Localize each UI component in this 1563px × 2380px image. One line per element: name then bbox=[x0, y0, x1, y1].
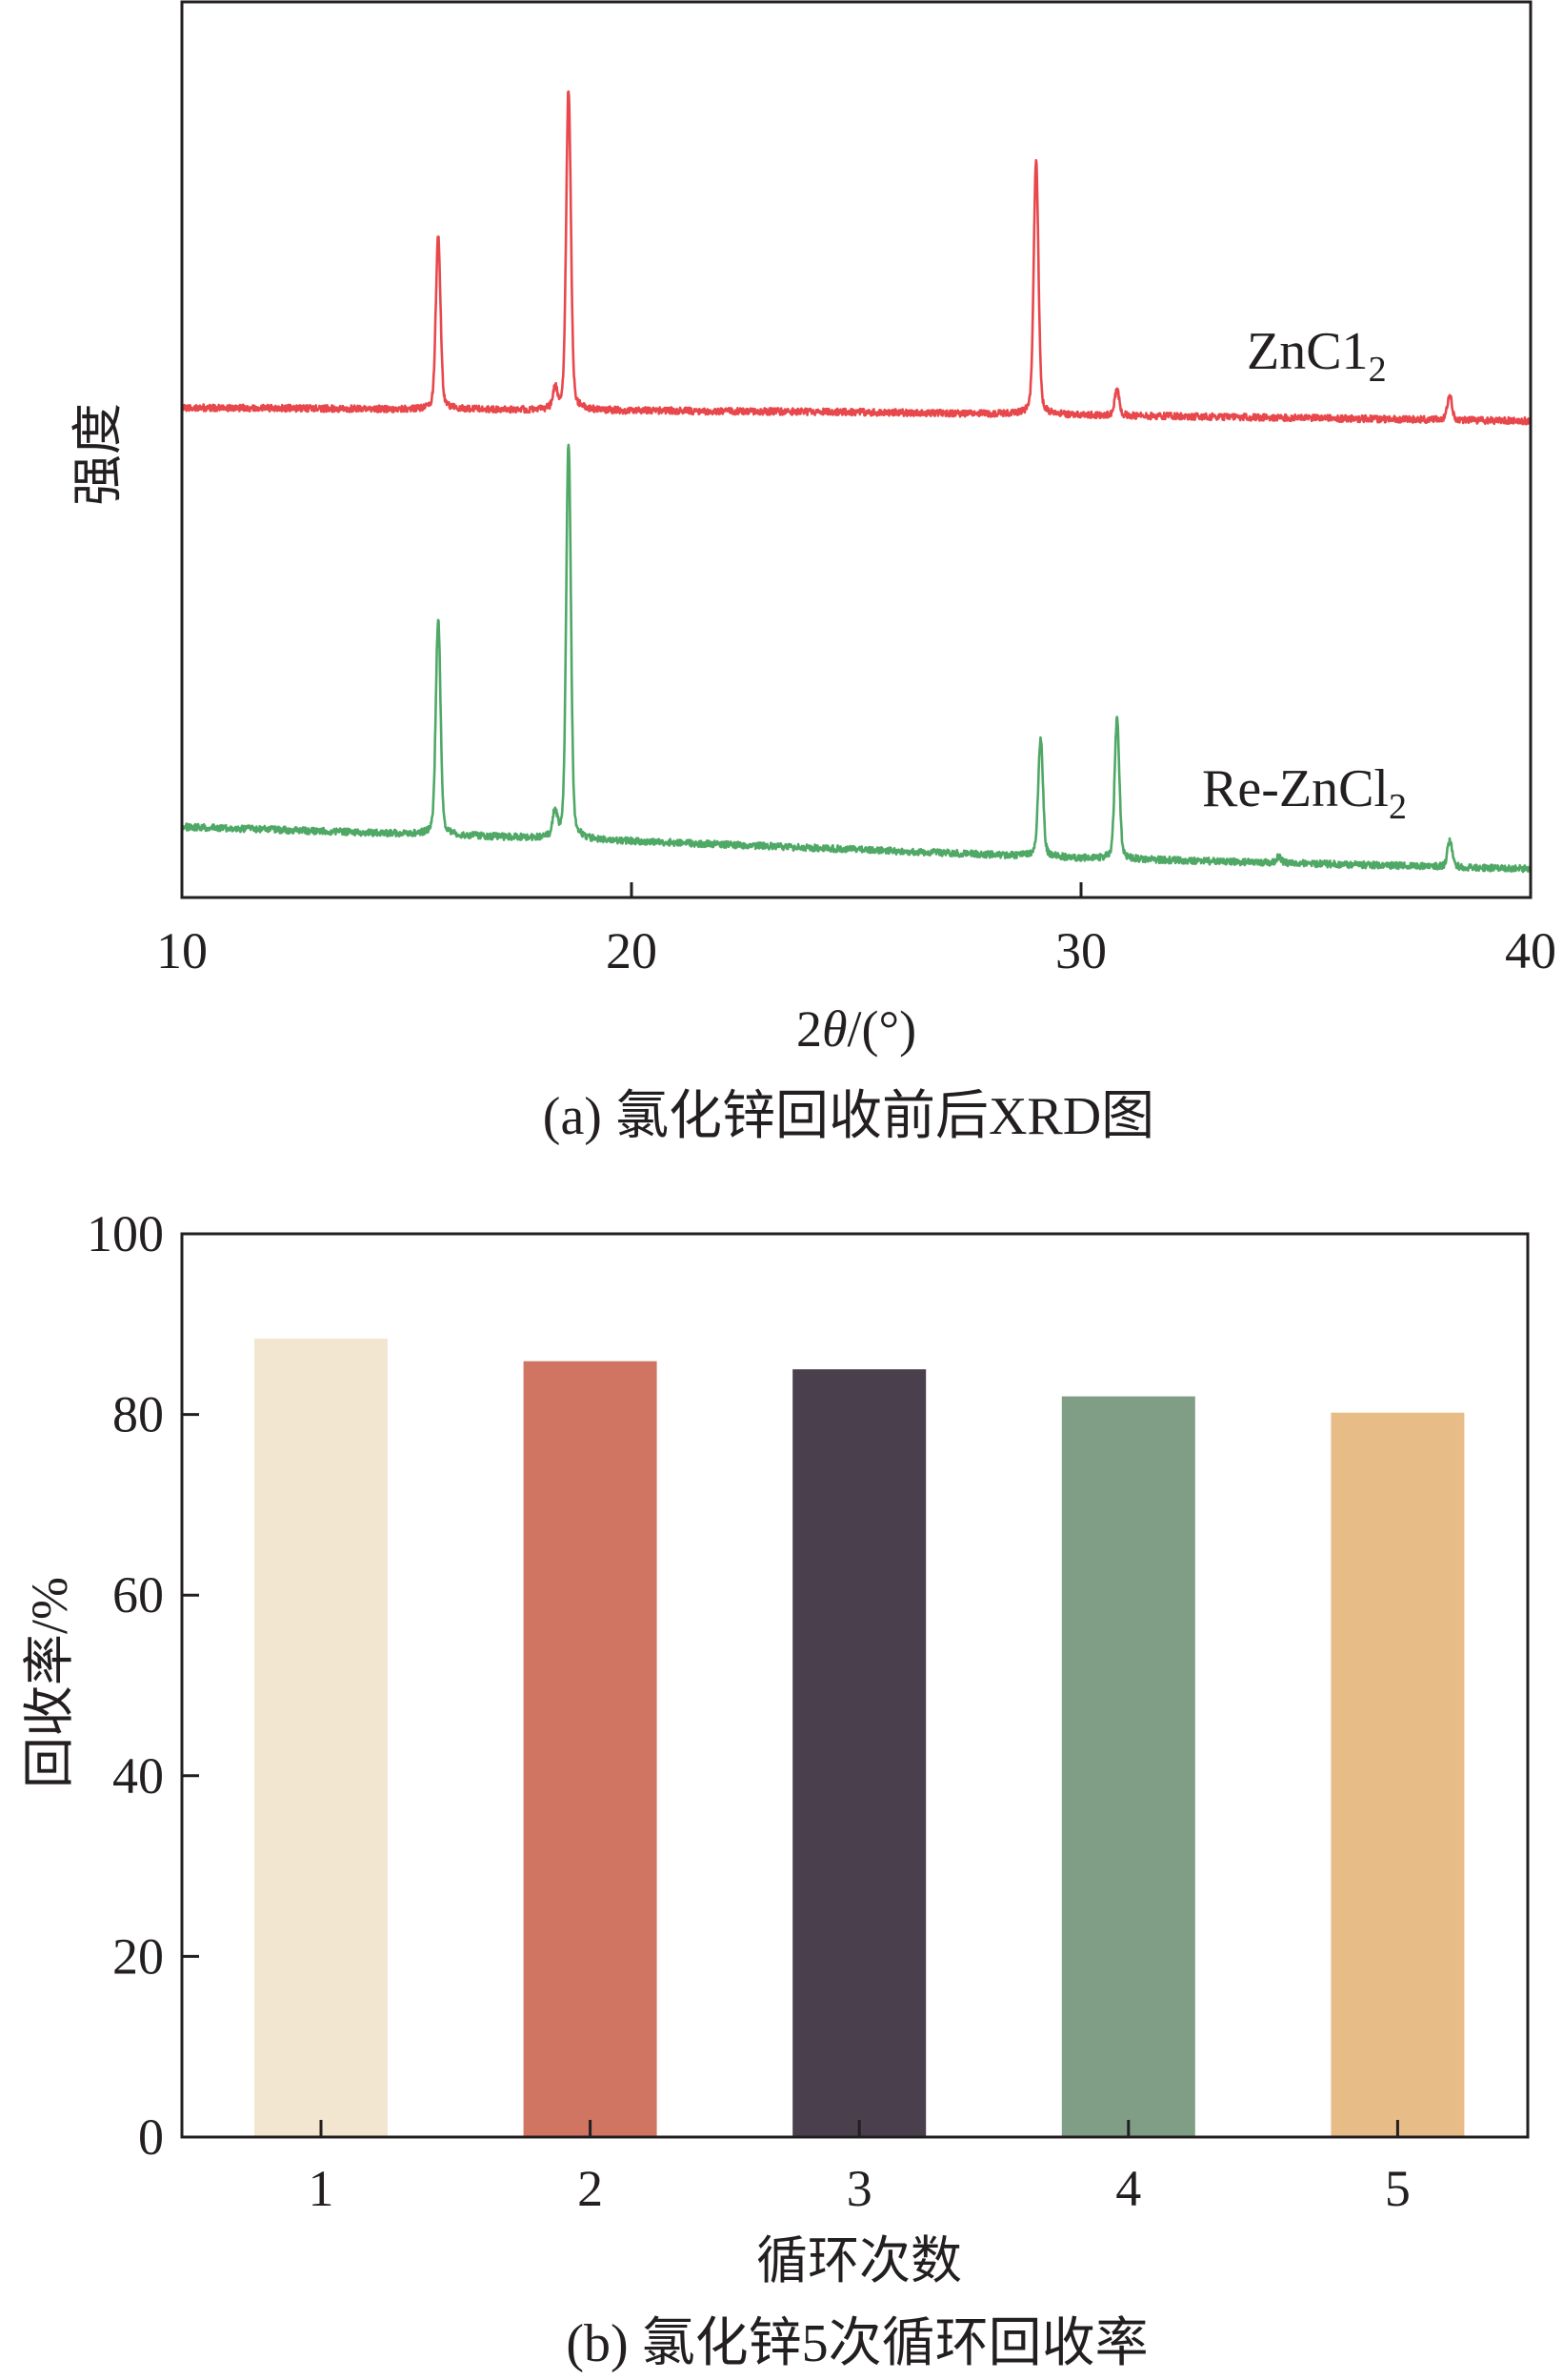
xrd-traces bbox=[180, 90, 1533, 874]
bar-cycle-1 bbox=[254, 1339, 388, 2137]
bar-cycle-2 bbox=[523, 1361, 657, 2137]
xrd-chart: 10 20 30 40 ZnC12 Re-ZnCl2 2θ/(°) 强度 (a) 氯化… bbox=[70, 0, 1556, 1146]
y-tick-label: 40 bbox=[112, 1747, 164, 1805]
y-axis-label-a: 强度 bbox=[70, 403, 127, 506]
recovery-bar-chart: 1 2 3 4 5 0 20 40 60 80 100 循环次数 回收率/% (b) 氯化锌5次循环… bbox=[21, 1205, 1530, 2373]
y-axis-label-b: 回收率/% bbox=[21, 1577, 78, 1788]
plot-frame-b bbox=[180, 1232, 1530, 2139]
y-tick-label: 80 bbox=[112, 1386, 164, 1443]
bar-cycle-5 bbox=[1331, 1412, 1465, 2137]
series-label-subscript: 2 bbox=[1389, 787, 1407, 827]
x-tick-label: 1 bbox=[309, 2160, 334, 2217]
bars bbox=[254, 1339, 1465, 2137]
bar-cycle-3 bbox=[792, 1369, 927, 2137]
x-tick-label: 5 bbox=[1385, 2160, 1411, 2217]
x-tick-label: 2 bbox=[577, 2160, 603, 2217]
series-line-zncl2 bbox=[181, 90, 1532, 426]
caption-b: (b) 氯化锌5次循环回收率 bbox=[566, 2314, 1148, 2373]
caption-a: (a) 氯化锌回收前后XRD图 bbox=[543, 1087, 1154, 1146]
x-tick-label: 3 bbox=[847, 2160, 872, 2217]
y-tick-label: 20 bbox=[112, 1927, 164, 1985]
x-axis-label-prefix: 2 bbox=[796, 1000, 822, 1058]
series-label-main: Re-ZnCl bbox=[1202, 759, 1389, 818]
x-axis-label-a: 2θ/(°) bbox=[796, 1000, 916, 1058]
series-label-zncl2: ZnC12 bbox=[1247, 322, 1387, 390]
plot-frame-a bbox=[180, 0, 1533, 899]
x-tick-label: 30 bbox=[1055, 922, 1107, 979]
series-line-re-zncl2 bbox=[180, 443, 1533, 874]
x-axis-ticks-a: 10 20 30 40 bbox=[156, 882, 1556, 979]
series-label-main: ZnC1 bbox=[1247, 322, 1369, 381]
x-tick-label: 40 bbox=[1505, 922, 1556, 979]
bar-cycle-4 bbox=[1061, 1396, 1195, 2137]
axis-ticks-b: 1 2 3 4 5 0 20 40 60 80 100 bbox=[87, 1205, 1411, 2217]
x-axis-label-suffix: /(°) bbox=[847, 1000, 916, 1058]
x-tick-label: 10 bbox=[156, 922, 208, 979]
y-tick-label: 100 bbox=[87, 1205, 164, 1262]
x-axis-label-symbol: θ bbox=[822, 1000, 848, 1058]
x-axis-label-b: 循环次数 bbox=[756, 2232, 962, 2289]
y-tick-label: 60 bbox=[112, 1566, 164, 1624]
y-tick-label: 0 bbox=[138, 2108, 164, 2166]
series-label-subscript: 2 bbox=[1369, 350, 1387, 390]
x-tick-label: 4 bbox=[1115, 2160, 1141, 2217]
x-tick-label: 20 bbox=[606, 922, 657, 979]
series-label-re-zncl2: Re-ZnCl2 bbox=[1202, 759, 1407, 827]
